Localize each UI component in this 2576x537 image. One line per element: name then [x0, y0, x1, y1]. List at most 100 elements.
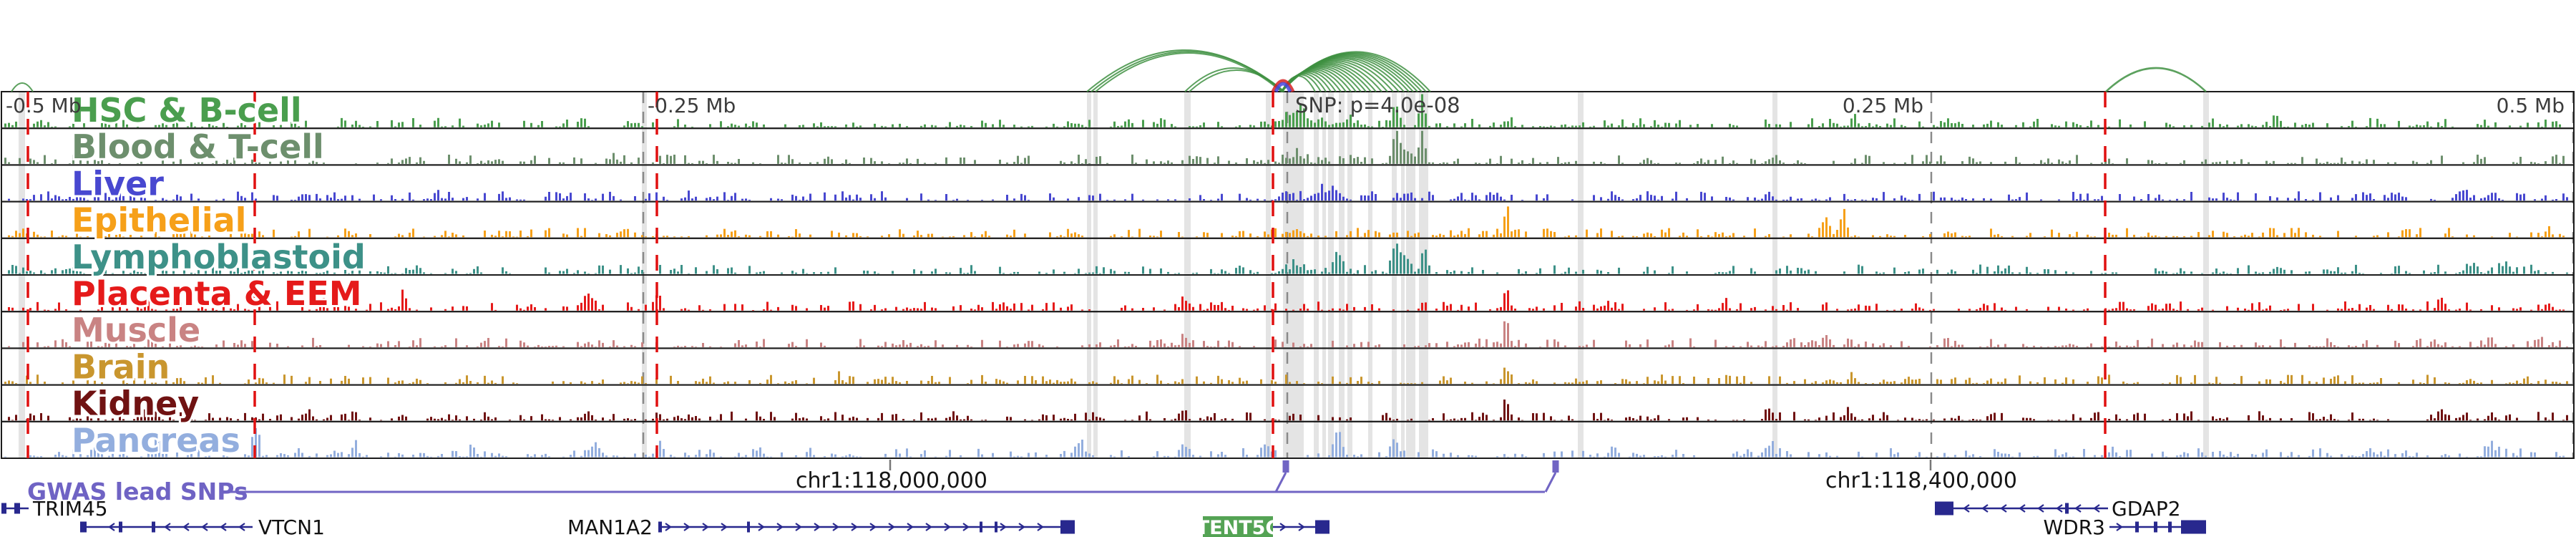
strand-arrow-icon	[238, 523, 245, 531]
track-label: Pancreas	[72, 421, 240, 460]
strand-arrow-icon	[220, 523, 227, 531]
strand-arrow-icon	[683, 523, 691, 531]
strand-arrow-icon	[2037, 504, 2044, 513]
strand-arrow-icon	[1037, 523, 1044, 531]
track-row-pancreas[interactable]	[1, 420, 2575, 459]
gene-exon	[995, 521, 997, 533]
strand-arrow-icon	[108, 523, 115, 531]
gene-exon	[658, 521, 662, 533]
gwas-lead-snp-marker[interactable]	[1282, 460, 1289, 473]
gene-exon	[2135, 521, 2139, 533]
gene-exon	[1935, 501, 1953, 516]
track-label: Brain	[72, 347, 170, 386]
signal-brain	[4, 367, 2568, 384]
signal-pancreas	[4, 427, 2565, 458]
strand-arrow-icon	[1018, 523, 1025, 531]
strand-arrow-icon	[2116, 523, 2123, 531]
snp-lines-layer	[26, 92, 2107, 458]
strand-arrow-icon	[1963, 504, 1970, 513]
gwas-marker-stem	[1274, 472, 1287, 493]
strand-arrow-icon	[962, 523, 970, 531]
interaction-arc	[1281, 51, 1431, 92]
coordinate-labels-layer	[889, 460, 1932, 470]
strand-arrow-icon	[1298, 523, 1305, 531]
gene-label: GDAP2	[2112, 497, 2181, 521]
strand-arrow-icon	[2000, 504, 2007, 513]
strand-arrow-icon	[2019, 504, 2026, 513]
track-label: Kidney	[72, 384, 199, 423]
track-label: Epithelial	[72, 201, 246, 240]
track-label: HSC & B-cell	[72, 91, 302, 130]
gene-exon	[1315, 520, 1330, 534]
track-label: Placenta & EEM	[72, 274, 362, 313]
interaction-arc	[11, 82, 34, 92]
gene-vtcn1[interactable]: VTCN1	[80, 516, 325, 537]
strand-arrow-icon	[758, 523, 765, 531]
gene-gdap2[interactable]: GDAP2	[1935, 497, 2181, 521]
strand-arrow-icon	[851, 523, 858, 531]
gene-label: TRIM45	[32, 497, 108, 521]
strand-arrow-icon	[1981, 504, 1989, 513]
signal-hsc-b-cell	[4, 94, 2561, 127]
gene-exon	[980, 521, 982, 533]
strand-arrow-icon	[814, 523, 821, 531]
gene-label: WDR3	[2043, 516, 2105, 537]
coordinate-label-right: chr1:118,400,000	[1825, 468, 2017, 493]
strand-arrow-icon	[2093, 504, 2100, 513]
signal-lymphoblastoid	[8, 243, 2568, 274]
gene-exon	[152, 521, 155, 533]
track-label: Muscle	[72, 311, 200, 349]
strand-arrow-icon	[2056, 504, 2063, 513]
track-label: Lymphoblastoid	[72, 238, 366, 276]
strand-arrow-icon	[2074, 504, 2082, 513]
gene-label-highlight	[1203, 516, 1273, 537]
gene-tent5c[interactable]: TENT5C	[1196, 516, 1330, 537]
gene-man1a2[interactable]: MAN1A2	[567, 516, 1075, 537]
strand-arrow-icon	[869, 523, 877, 531]
signal-tracks-layer	[4, 94, 2568, 458]
gene-track-layer: TRIM45 VTCN1 MAN1A2 TENT5C GDAP2 WDR3	[1, 497, 2206, 537]
strand-arrow-icon	[776, 523, 784, 531]
strand-arrow-icon	[164, 523, 171, 531]
gwas-track-layer	[220, 460, 1559, 493]
gwas-marker-stem	[1544, 472, 1557, 493]
gene-exon	[1060, 520, 1075, 534]
gene-label: MAN1A2	[567, 516, 653, 537]
gene-exon	[2065, 503, 2069, 514]
gene-wdr3[interactable]: WDR3	[2043, 516, 2206, 537]
strand-arrow-icon	[925, 523, 932, 531]
interaction-arc	[2105, 67, 2207, 92]
gene-trim45[interactable]: TRIM45	[1, 497, 108, 521]
gene-exon	[2181, 520, 2206, 534]
ruler-label-0-5mb: 0.5 Mb	[2497, 94, 2565, 117]
track-label: Blood & T-cell	[72, 127, 324, 166]
strand-arrow-icon	[795, 523, 802, 531]
strand-arrow-icon	[721, 523, 728, 531]
interaction-arcs-layer	[11, 49, 2207, 93]
signal-kidney	[8, 399, 2568, 421]
track-label: Liver	[72, 164, 164, 203]
strand-arrow-icon	[888, 523, 895, 531]
strand-arrow-icon	[182, 523, 190, 531]
snp-pvalue-label: SNP: p=4.0e-08	[1295, 93, 1460, 117]
gene-exon	[119, 521, 122, 533]
strand-arrow-icon	[201, 523, 208, 531]
strand-arrow-icon	[702, 523, 709, 531]
strand-arrow-icon	[907, 523, 914, 531]
gwas-lead-snp-marker[interactable]	[1552, 460, 1559, 473]
gene-label: TENT5C	[1196, 517, 1279, 537]
strand-arrow-icon	[665, 523, 672, 531]
gene-exon	[2154, 521, 2157, 533]
interaction-arc	[1091, 51, 1285, 92]
interaction-arc	[1274, 82, 1292, 93]
gene-exon	[2168, 521, 2172, 533]
gene-exon	[80, 521, 87, 533]
strand-arrow-icon	[944, 523, 951, 531]
coordinate-label-left: chr1:118,000,000	[796, 468, 987, 493]
gene-exon	[1, 503, 6, 514]
interaction-arc	[1189, 69, 1284, 92]
strand-arrow-icon	[1279, 523, 1287, 531]
